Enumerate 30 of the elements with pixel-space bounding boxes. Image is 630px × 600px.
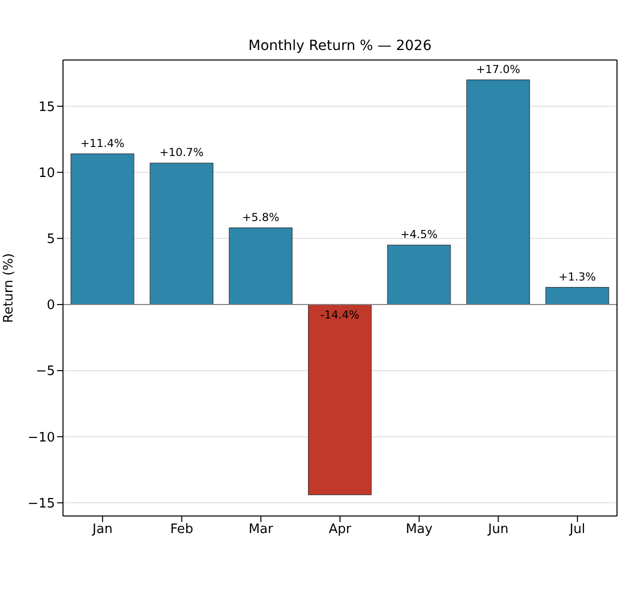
chart-title: Monthly Return % — 2026: [247, 38, 433, 54]
x-tick-label: Jan: [92, 522, 113, 538]
x-tick-label: Jun: [487, 522, 508, 538]
y-tick-label: −15: [28, 496, 55, 512]
y-tick-label: 5: [46, 232, 55, 248]
bar: [228, 228, 292, 305]
bar: [70, 154, 134, 305]
y-tick-label: −10: [28, 430, 55, 446]
bar: [387, 244, 451, 305]
x-tick-label: May: [406, 522, 433, 538]
x-tick-label: Feb: [170, 522, 194, 538]
bar: [466, 80, 530, 305]
data-label: +17.0%: [476, 62, 520, 76]
x-tick-label: Jul: [568, 522, 586, 538]
y-tick-label: 0: [46, 298, 55, 314]
bar: [545, 287, 610, 305]
data-label: +11.4%: [80, 136, 124, 150]
data-label: +5.8%: [242, 210, 280, 224]
data-label: -14.4%: [320, 308, 360, 322]
x-tick-label: Apr: [328, 522, 352, 538]
data-label: +4.5%: [400, 228, 438, 242]
y-tick-label: −5: [36, 364, 55, 380]
data-label: +10.7%: [159, 146, 204, 160]
data-label: +1.3%: [558, 270, 596, 284]
bar: [308, 304, 372, 496]
y-axis-title: Return (%): [2, 253, 17, 323]
y-tick-label: 15: [38, 100, 55, 115]
x-tick-label: Mar: [248, 522, 274, 538]
bar: [150, 162, 214, 305]
y-tick-label: 10: [38, 166, 55, 181]
